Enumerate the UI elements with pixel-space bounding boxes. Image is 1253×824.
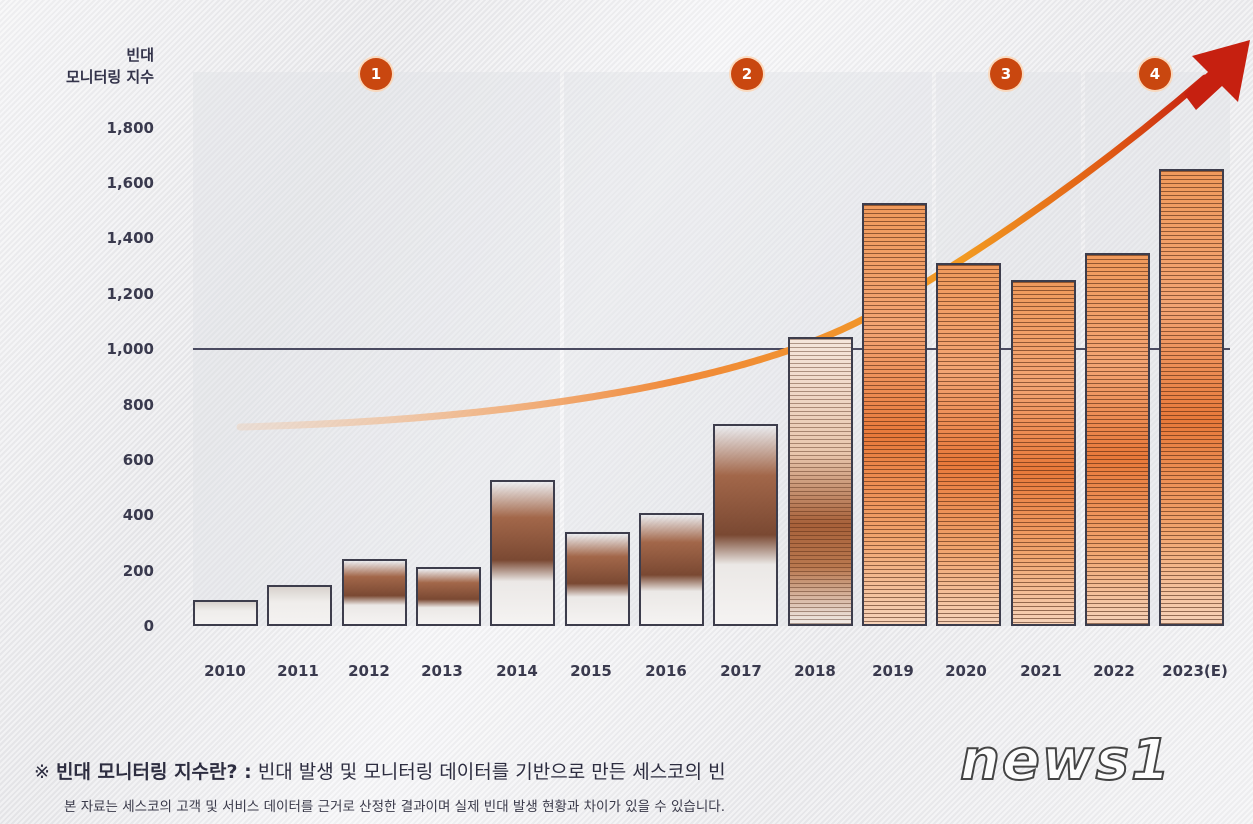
bar-2016 (639, 513, 704, 626)
footnote-term: 빈대 모니터링 지수란? : (55, 761, 252, 783)
phase-marker-2: 2 (731, 58, 763, 90)
y-axis-title-line1: 빈대 (126, 46, 154, 64)
y-tick: 1,000 (106, 340, 154, 358)
y-tick: 1,400 (106, 229, 154, 247)
x-label: 2019 (872, 662, 914, 680)
bar-2010 (193, 600, 258, 626)
reference-line-1000 (193, 348, 1230, 350)
footnote-definition-text: 빈대 발생 및 모니터링 데이터를 기반으로 만든 세스코의 빈 (257, 761, 726, 783)
y-tick: 200 (122, 562, 154, 580)
bar-2021 (1011, 280, 1076, 626)
x-label: 2012 (348, 662, 390, 680)
bar-2014 (490, 480, 555, 626)
y-tick: 800 (122, 396, 154, 414)
y-tick: 1,200 (106, 285, 154, 303)
x-label: 2010 (204, 662, 246, 680)
footnote-disclaimer: 본 자료는 세스코의 고객 및 서비스 데이터를 근거로 산정한 결과이며 실제… (64, 799, 725, 815)
bar-2012 (342, 559, 407, 626)
x-label: 2013 (421, 662, 463, 680)
x-label: 2022 (1093, 662, 1135, 680)
bar-2020 (936, 263, 1001, 626)
x-label: 2021 (1020, 662, 1062, 680)
x-label: 2014 (496, 662, 538, 680)
news1-watermark-logo: news1 (959, 727, 1172, 794)
phase-marker-1: 1 (360, 58, 392, 90)
phase-marker-4: 4 (1139, 58, 1171, 90)
bar-2018 (788, 337, 853, 626)
bar-2017 (713, 424, 778, 626)
bar-2011 (267, 585, 332, 626)
x-label: 2016 (645, 662, 687, 680)
x-label: 2017 (720, 662, 762, 680)
y-tick: 1,800 (106, 119, 154, 137)
bar-2015 (565, 532, 630, 626)
y-tick: 1,600 (106, 174, 154, 192)
footnote-definition: ※ 빈대 모니터링 지수란? : 빈대 발생 및 모니터링 데이터를 기반으로 … (34, 757, 726, 784)
bar-2019 (862, 203, 927, 626)
y-axis-title-line2: 모니터링 지수 (65, 68, 154, 86)
x-label: 2018 (794, 662, 836, 680)
bar-2022 (1085, 253, 1150, 626)
x-label: 2020 (945, 662, 987, 680)
x-label: 2011 (277, 662, 319, 680)
bar-2023e (1159, 169, 1224, 626)
phase-marker-3: 3 (990, 58, 1022, 90)
x-label: 2015 (570, 662, 612, 680)
y-tick: 600 (122, 451, 154, 469)
y-tick: 400 (122, 506, 154, 524)
y-tick: 0 (143, 617, 154, 635)
x-label: 2023(E) (1162, 662, 1228, 680)
y-axis-title: 빈대 모니터링 지수 (66, 44, 154, 88)
bar-2013 (416, 567, 481, 626)
footnote-symbol: ※ (34, 761, 50, 783)
